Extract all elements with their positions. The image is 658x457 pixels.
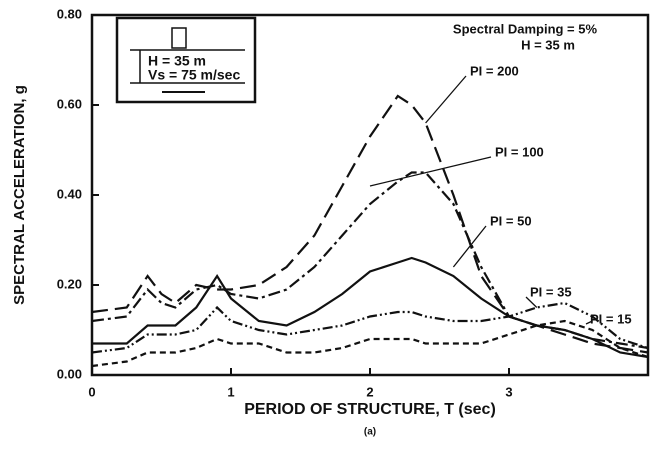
- series-label: PI = 50: [490, 213, 532, 228]
- y-tick-label: 0.20: [57, 276, 82, 291]
- y-tick-label: 0.40: [57, 186, 82, 201]
- y-axis-label: SPECTRAL ACCELERATION, g: [11, 85, 28, 305]
- inset-building: [171, 27, 187, 49]
- series-label: PI = 100: [495, 144, 544, 159]
- x-tick-label: 0: [88, 384, 95, 399]
- annotation: H = 35 m: [521, 37, 575, 52]
- series-line: [91, 319, 649, 368]
- x-tick-label: 3: [505, 384, 512, 399]
- series-line: [91, 301, 649, 354]
- y-tick-label: 0.80: [57, 6, 82, 21]
- x-tick-label: 2: [366, 384, 373, 399]
- inset-label: H = 35 m: [148, 53, 206, 69]
- y-tick-label: 0.60: [57, 96, 82, 111]
- series-label: PI = 200: [470, 63, 519, 78]
- series-line: [91, 94, 649, 354]
- leader-line: [525, 296, 538, 308]
- x-tick-label: 1: [227, 384, 234, 399]
- inset: H = 35 m Vs = 75 m/sec: [115, 16, 257, 104]
- series-line: [91, 171, 649, 350]
- leader-line: [425, 75, 467, 124]
- leader-line: [369, 156, 492, 187]
- x-axis-label: PERIOD OF STRUCTURE, T (sec): [244, 401, 496, 418]
- leader-line: [452, 225, 487, 268]
- series-label: PI = 15: [590, 311, 632, 326]
- caption: (a): [364, 427, 376, 438]
- y-tick-label: 0.00: [57, 366, 82, 381]
- series-label: PI = 35: [530, 284, 572, 299]
- inset-label: Vs = 75 m/sec: [148, 67, 240, 83]
- series-line: [92, 256, 649, 359]
- annotation: Spectral Damping = 5%: [453, 21, 598, 36]
- leader-line: [585, 320, 593, 325]
